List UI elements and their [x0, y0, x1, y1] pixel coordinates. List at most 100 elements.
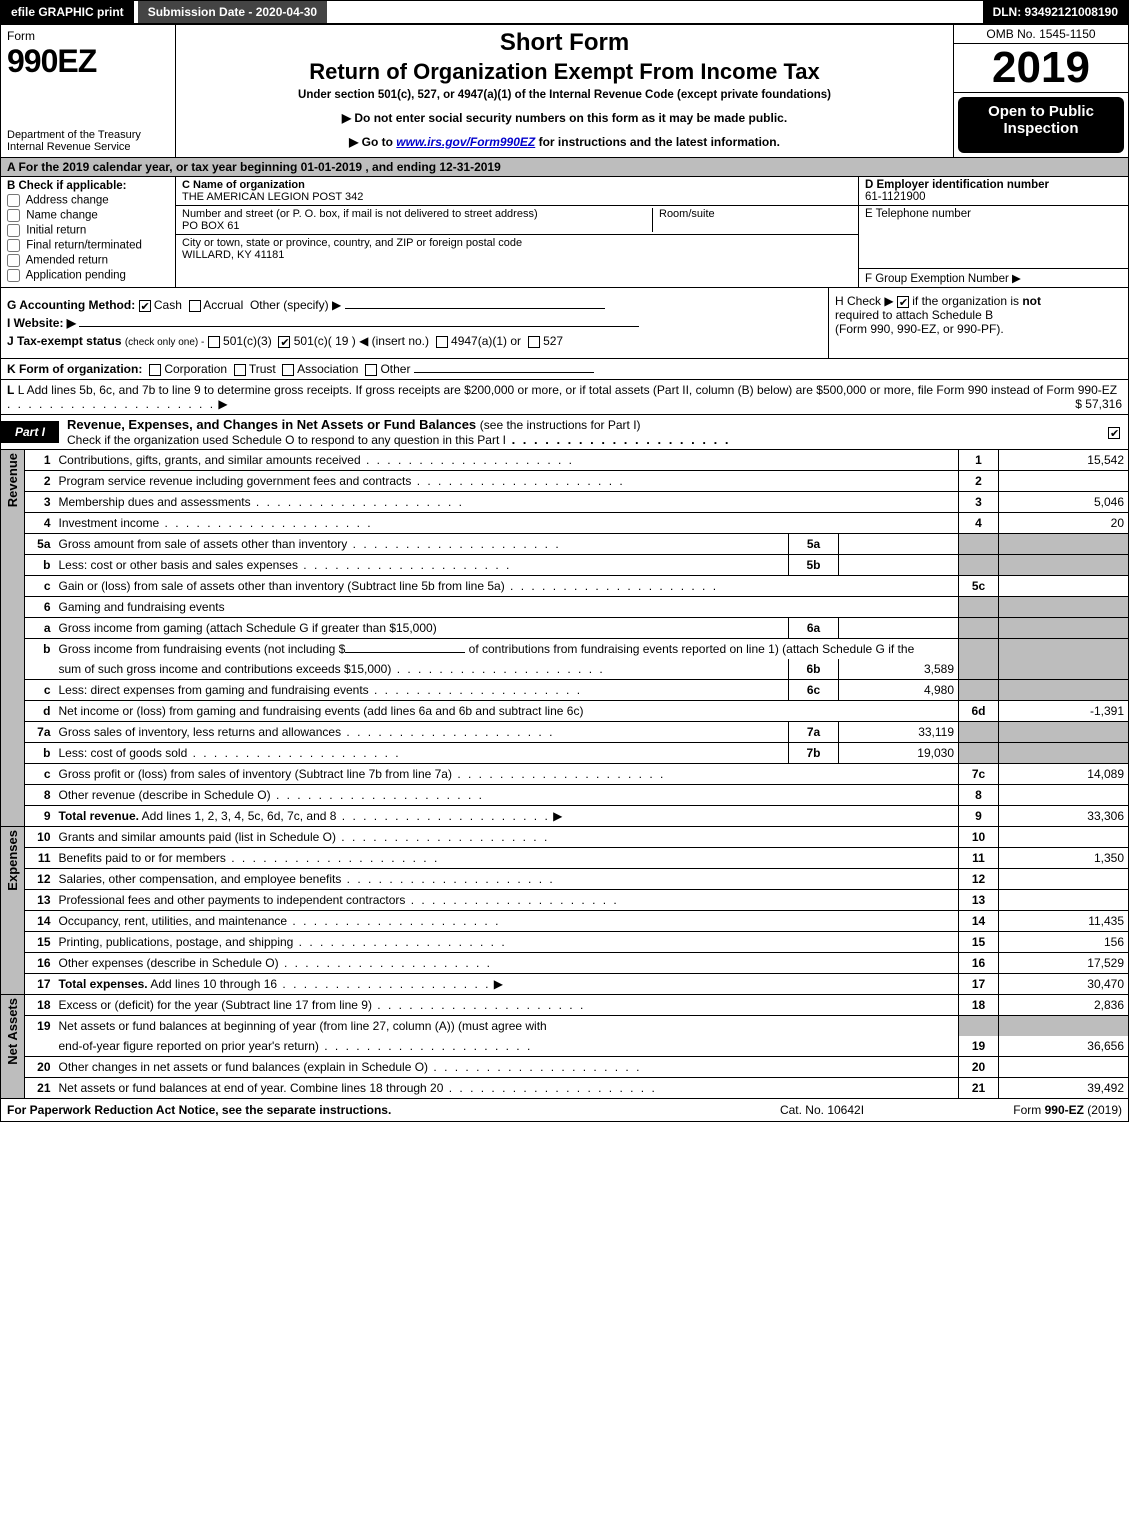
line-6b-amount-input[interactable]	[345, 652, 465, 653]
chk-amended-return[interactable]: Amended return	[7, 254, 169, 267]
line-5c-amt	[999, 576, 1129, 597]
k-corp: Corporation	[164, 362, 227, 376]
line-19b-num	[25, 1036, 55, 1057]
line-1-amt: 15,542	[999, 450, 1129, 471]
submission-date-button[interactable]: Submission Date - 2020-04-30	[138, 1, 327, 23]
ghij-left: G Accounting Method: Cash Accrual Other …	[1, 288, 828, 358]
line-13-rn: 13	[959, 890, 999, 911]
short-form-title: Short Form	[186, 29, 943, 57]
chk-501c[interactable]	[278, 336, 290, 348]
chk-application-pending[interactable]: Application pending	[7, 269, 169, 282]
goto-post: for instructions and the latest informat…	[535, 135, 780, 149]
chk-cash[interactable]	[139, 300, 151, 312]
line-8-rn: 8	[959, 785, 999, 806]
j-501c-num: 19	[335, 334, 348, 348]
line-6d-rn: 6d	[959, 701, 999, 722]
line-5c-desc: Gain or (loss) from sale of assets other…	[55, 576, 959, 597]
footer-paperwork: For Paperwork Reduction Act Notice, see …	[7, 1103, 722, 1117]
line-1-rn: 1	[959, 450, 999, 471]
line-15-num: 15	[25, 932, 55, 953]
line-19-desc: Net assets or fund balances at beginning…	[55, 1016, 959, 1037]
header-right: OMB No. 1545-1150 2019 Open to Public In…	[953, 25, 1128, 157]
g-other-input[interactable]	[345, 308, 605, 309]
k-other: Other	[380, 362, 410, 376]
chk-501c3[interactable]	[208, 336, 220, 348]
line-15-desc: Printing, publications, postage, and shi…	[55, 932, 959, 953]
g-cash: Cash	[154, 298, 182, 312]
chk-4947[interactable]	[436, 336, 448, 348]
chk-trust[interactable]	[234, 364, 246, 376]
line-7b-num: b	[25, 743, 55, 764]
line-13-num: 13	[25, 890, 55, 911]
h-line3: (Form 990, 990-EZ, or 990-PF).	[835, 322, 1004, 336]
line-6a-num: a	[25, 618, 55, 639]
line-12-num: 12	[25, 869, 55, 890]
line-20-num: 20	[25, 1057, 55, 1078]
line-6b-amt-shade	[999, 639, 1129, 660]
line-7b-rn-shade	[959, 743, 999, 764]
website-input[interactable]	[79, 326, 639, 327]
block-b: B Check if applicable: Address change Na…	[1, 177, 176, 287]
chk-accrual[interactable]	[189, 300, 201, 312]
line-11-num: 11	[25, 848, 55, 869]
part-1-table: Revenue 1 Contributions, gifts, grants, …	[0, 450, 1129, 1099]
line-7a-subamt: 33,119	[839, 722, 959, 743]
dept-line-2: Internal Revenue Service	[7, 141, 169, 153]
line-21-amt: 39,492	[999, 1078, 1129, 1099]
line-12-desc: Salaries, other compensation, and employ…	[55, 869, 959, 890]
line-j: J Tax-exempt status (check only one) - 5…	[7, 334, 822, 348]
line-6b-desc1: Gross income from fundraising events (no…	[55, 639, 959, 660]
line-19-rn-shade	[959, 1016, 999, 1037]
line-1-num: 1	[25, 450, 55, 471]
chk-name-change[interactable]: Name change	[7, 209, 169, 222]
block-c: C Name of organization THE AMERICAN LEGI…	[176, 177, 858, 287]
line-7c-amt: 14,089	[999, 764, 1129, 785]
efile-print-button[interactable]: efile GRAPHIC print	[1, 1, 134, 23]
line-4-amt: 20	[999, 513, 1129, 534]
line-6a-desc: Gross income from gaming (attach Schedul…	[55, 618, 789, 639]
chk-address-change[interactable]: Address change	[7, 194, 169, 207]
k-trust: Trust	[249, 362, 276, 376]
line-5a-subamt	[839, 534, 959, 555]
irs-link[interactable]: www.irs.gov/Form990EZ	[396, 135, 535, 149]
line-6a-rn-shade	[959, 618, 999, 639]
chk-527[interactable]	[528, 336, 540, 348]
j-hint: (check only one) -	[125, 337, 204, 348]
line-20-rn: 20	[959, 1057, 999, 1078]
chk-final-return[interactable]: Final return/terminated	[7, 239, 169, 252]
line-1-desc: Contributions, gifts, grants, and simila…	[55, 450, 959, 471]
line-6b-num-blank	[25, 659, 55, 680]
part-1-checkbox[interactable]	[1108, 425, 1128, 439]
line-4-num: 4	[25, 513, 55, 534]
line-21-rn: 21	[959, 1078, 999, 1099]
chk-initial-return[interactable]: Initial return	[7, 224, 169, 237]
line-3-desc: Membership dues and assessments	[55, 492, 959, 513]
line-h: H Check ▶ if the organization is not req…	[828, 288, 1128, 358]
chk-other-org[interactable]	[365, 364, 377, 376]
part-1-header: Part I Revenue, Expenses, and Changes in…	[0, 415, 1129, 450]
line-7a-rn-shade	[959, 722, 999, 743]
line-12-rn: 12	[959, 869, 999, 890]
chk-schedule-b-not-required[interactable]	[897, 296, 909, 308]
line-10-amt	[999, 827, 1129, 848]
line-20-amt	[999, 1057, 1129, 1078]
line-g: G Accounting Method: Cash Accrual Other …	[7, 298, 822, 312]
line-17-num: 17	[25, 974, 55, 995]
l-amount: $ 57,316	[1075, 397, 1122, 411]
line-19-num: 19	[25, 1016, 55, 1037]
line-6-desc: Gaming and fundraising events	[55, 597, 959, 618]
e-label: E Telephone number	[865, 208, 971, 220]
line-9-num: 9	[25, 806, 55, 827]
org-address: PO BOX 61	[182, 220, 239, 232]
chk-association[interactable]	[282, 364, 294, 376]
chk-corporation[interactable]	[149, 364, 161, 376]
department: Department of the Treasury Internal Reve…	[7, 129, 169, 153]
b-header: B Check if applicable:	[7, 180, 169, 192]
k-label: K Form of organization:	[7, 362, 142, 376]
line-17-rn: 17	[959, 974, 999, 995]
line-17-amt: 30,470	[999, 974, 1129, 995]
line-5a-num: 5a	[25, 534, 55, 555]
line-5a-amt-shade	[999, 534, 1129, 555]
line-6c-col: 6c	[789, 680, 839, 701]
k-other-input[interactable]	[414, 372, 594, 373]
